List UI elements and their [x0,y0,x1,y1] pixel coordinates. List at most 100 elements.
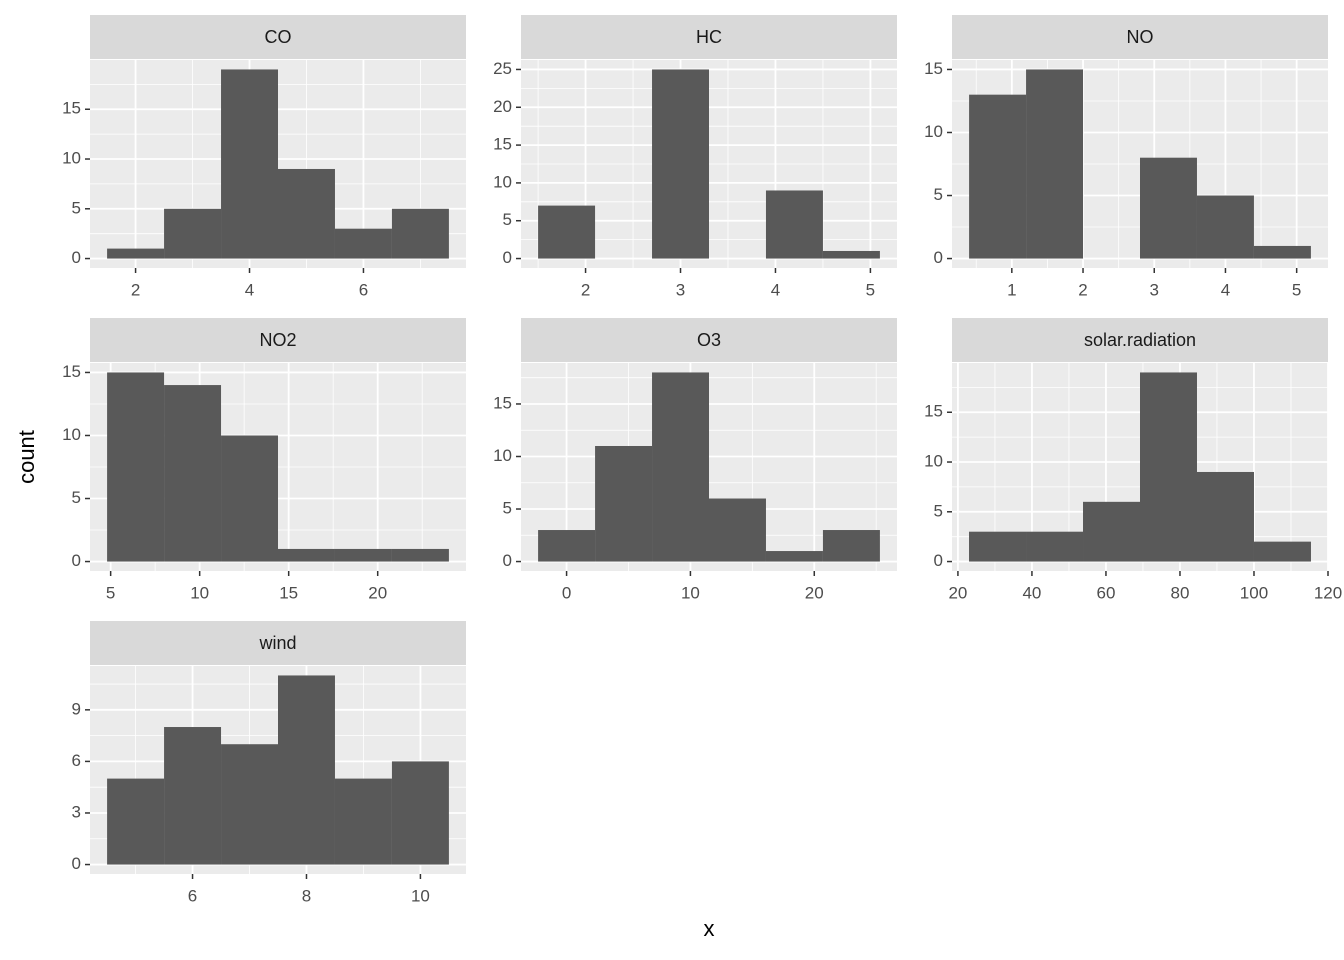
strip [521,318,897,362]
histogram-bar [652,69,709,259]
strip [521,15,897,59]
histogram-bar [1140,157,1197,259]
histogram-bar [765,190,823,259]
histogram-bar [822,530,880,562]
histogram-bar [221,69,278,259]
y-tick-label: 3 [72,802,81,821]
x-tick-label: 5 [106,583,115,602]
x-tick-label: 3 [676,280,685,299]
x-tick-label: 10 [190,583,209,602]
strip [90,318,466,362]
histogram-bar [334,548,392,562]
x-tick-label: 4 [245,280,254,299]
histogram-bar [538,530,596,562]
histogram-bar [595,445,653,562]
histogram-bar [822,250,880,259]
histogram-bar [391,761,449,865]
x-tick-label: 15 [279,583,298,602]
x-tick-label: 60 [1096,583,1115,602]
y-tick-label: 10 [493,446,512,465]
y-tick-label: 0 [72,248,81,267]
x-tick-label: 40 [1022,583,1041,602]
histogram-bar [969,94,1027,259]
histogram-bar [1026,531,1084,562]
panel-title: O3 [697,330,721,350]
x-axis-title: x [704,916,715,941]
histogram-bar [1253,541,1311,562]
y-tick-label: 15 [924,59,943,78]
histogram-bar [107,248,165,259]
histogram-bar [278,168,335,259]
y-tick-label: 0 [503,551,512,570]
x-tick-label: 80 [1171,583,1190,602]
y-tick-label: 0 [503,248,512,267]
x-tick-label: 8 [302,886,311,905]
x-tick-label: 10 [681,583,700,602]
strip [952,15,1328,59]
y-tick-label: 6 [72,751,81,770]
y-axis-title: count [14,430,39,484]
histogram-bar [334,228,392,259]
x-tick-label: 5 [866,280,875,299]
x-tick-label: 2 [1078,280,1087,299]
x-tick-label: 120 [1314,583,1342,602]
y-tick-label: 5 [934,501,943,520]
y-tick-label: 10 [924,122,943,141]
strip [90,15,466,59]
histogram-bar [391,548,449,562]
histogram-bar [538,205,596,259]
histogram-bar [164,385,222,562]
y-tick-label: 10 [924,452,943,471]
histogram-bar [652,372,709,562]
x-tick-label: 20 [368,583,387,602]
x-tick-label: 0 [562,583,571,602]
histogram-bar [391,208,449,259]
histogram-bar [107,372,165,562]
histogram-bar [969,531,1027,562]
y-tick-label: 5 [934,185,943,204]
y-tick-label: 9 [72,699,81,718]
histogram-bar [221,435,278,562]
histogram-bar [107,778,165,865]
y-tick-label: 10 [62,149,81,168]
histogram-bar [1026,69,1084,259]
panel-title: NO [1127,27,1154,47]
y-tick-label: 15 [924,402,943,421]
x-tick-label: 4 [1221,280,1230,299]
y-tick-label: 10 [493,172,512,191]
y-tick-label: 5 [72,198,81,217]
y-tick-label: 0 [934,551,943,570]
histogram-bar [1253,245,1311,259]
x-tick-label: 20 [948,583,967,602]
histogram-bar [1196,195,1254,259]
histogram-bar [1140,372,1197,562]
panel-title: HC [696,27,722,47]
x-tick-label: 3 [1150,280,1159,299]
x-tick-label: 2 [131,280,140,299]
histogram-bar [221,744,278,865]
histogram-bar [1196,471,1254,562]
y-tick-label: 0 [72,551,81,570]
y-tick-label: 5 [72,488,81,507]
strip [952,318,1328,362]
x-tick-label: 100 [1240,583,1268,602]
x-tick-label: 2 [581,280,590,299]
y-tick-label: 25 [493,59,512,78]
y-tick-label: 0 [72,854,81,873]
histogram-bar [334,778,392,865]
y-tick-label: 10 [62,425,81,444]
y-tick-label: 5 [503,499,512,518]
panel-title: CO [265,27,292,47]
y-tick-label: 15 [493,135,512,154]
y-tick-label: 0 [934,248,943,267]
y-tick-label: 15 [62,99,81,118]
panel-title: NO2 [259,330,296,350]
y-tick-label: 15 [493,393,512,412]
x-tick-label: 1 [1007,280,1016,299]
histogram-bar [278,675,335,865]
y-tick-label: 15 [62,362,81,381]
x-tick-label: 5 [1292,280,1301,299]
histogram-bar [1083,501,1140,562]
histogram-bar [164,727,222,865]
